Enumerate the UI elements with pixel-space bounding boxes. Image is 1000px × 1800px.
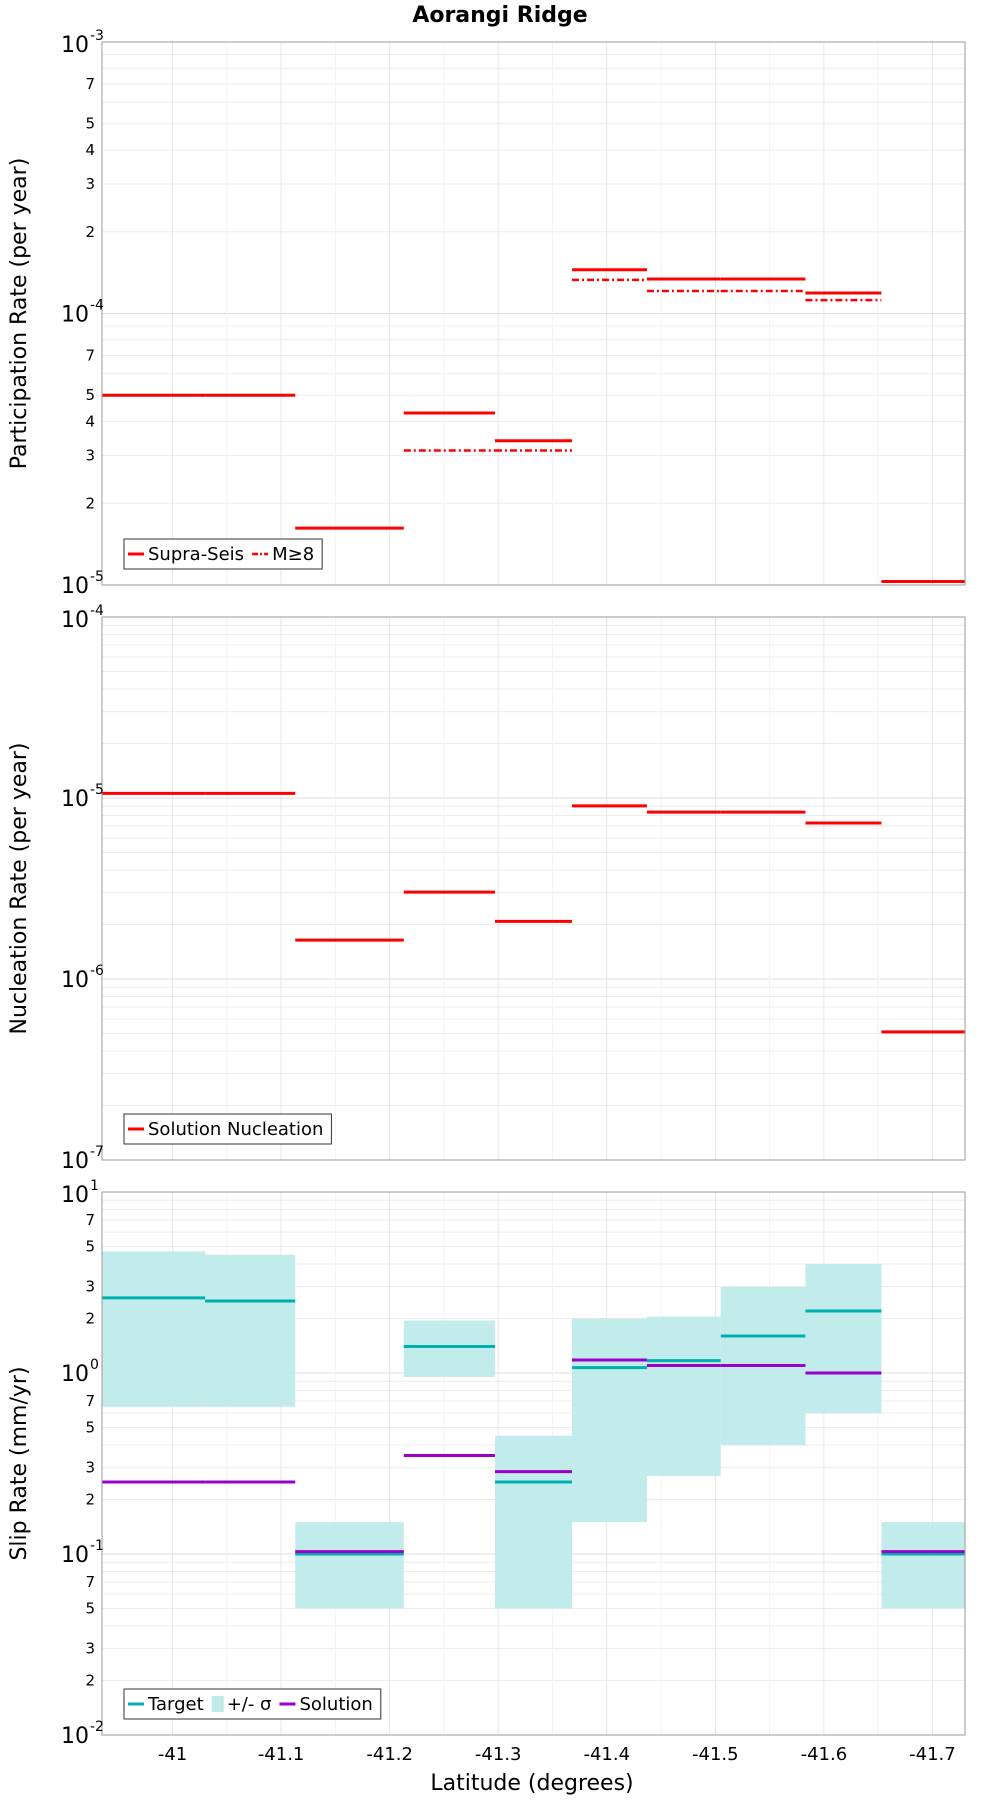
legend-label: Solution <box>299 1694 372 1715</box>
legend-frame <box>123 1688 382 1720</box>
y-minor-tick-label: 2 <box>85 1310 95 1328</box>
y-minor-tick-label: 5 <box>85 1599 95 1617</box>
y-tick-label: 10 <box>61 574 89 599</box>
sigma-band <box>403 1320 495 1378</box>
legend-frame <box>123 538 323 570</box>
y-tick-label: 10 <box>61 1543 89 1568</box>
y-axis-title: Nucleation Rate (per year) <box>7 743 32 1035</box>
legend-label: Supra-Seis <box>148 544 244 565</box>
y-axis-title: Participation Rate (per year) <box>7 158 32 470</box>
y-tick-exponent: -6 <box>90 963 104 979</box>
x-tick-label: -41.4 <box>583 1744 630 1765</box>
y-tick-exponent: 0 <box>90 1357 99 1373</box>
sigma-band <box>295 1522 404 1609</box>
legend: Supra-Seis M≥8 <box>123 538 323 570</box>
y-tick-exponent: -7 <box>90 1144 104 1160</box>
y-axis-title: Slip Rate (mm/yr) <box>7 1366 32 1560</box>
y-minor-tick-label: 2 <box>85 1491 95 1509</box>
sigma-band <box>572 1318 647 1523</box>
sigma-band <box>494 1435 573 1609</box>
y-minor-tick-label: 5 <box>85 115 95 133</box>
y-minor-tick-label: 7 <box>85 1211 95 1229</box>
x-axis: -41 -41.1 -41.2 -41.3 -41.4 -41.5 -41.6 -41.7 <box>158 1744 956 1765</box>
x-tick-label: -41.5 <box>692 1744 739 1765</box>
x-tick-label: -41.2 <box>366 1744 413 1765</box>
y-minor-tick-label: 2 <box>85 494 95 512</box>
y-tick-exponent: -3 <box>90 28 104 44</box>
y-minor-tick-label: 3 <box>85 1278 95 1296</box>
legend: Target +/- σ Solution <box>123 1688 382 1720</box>
y-tick-exponent: -4 <box>90 298 104 314</box>
plot-area <box>102 617 965 1160</box>
x-tick-label: -41.7 <box>909 1744 956 1765</box>
y-tick-label: 10 <box>61 608 89 633</box>
sigma-band <box>881 1522 965 1609</box>
sigma-band <box>646 1316 721 1476</box>
legend-frame <box>123 1113 332 1145</box>
sigma-band <box>805 1264 882 1414</box>
y-tick-exponent: -2 <box>90 1719 104 1735</box>
y-tick-exponent: -1 <box>90 1538 104 1554</box>
y-minor-tick-label: 2 <box>85 223 95 241</box>
y-minor-tick-label: 3 <box>85 446 95 464</box>
y-tick-exponent: -5 <box>90 782 104 798</box>
plot-frame <box>101 616 966 1161</box>
y-minor-tick-label: 5 <box>85 1418 95 1436</box>
y-minor-tick-label: 5 <box>85 1237 95 1255</box>
y-tick-label: 10 <box>61 1149 89 1174</box>
y-tick-label: 10 <box>61 33 89 58</box>
y-minor-tick-label: 7 <box>85 1573 95 1591</box>
y-minor-tick-label: 3 <box>85 175 95 193</box>
y-minor-tick-label: 2 <box>85 1672 95 1690</box>
legend-label: Solution Nucleation <box>148 1119 323 1140</box>
x-tick-label: -41 <box>158 1744 187 1765</box>
y-tick-label: 10 <box>61 303 89 328</box>
y-tick-label: 10 <box>61 1724 89 1749</box>
x-tick-label: -41.6 <box>801 1744 848 1765</box>
y-minor-tick-label: 3 <box>85 1459 95 1477</box>
y-minor-tick-label: 3 <box>85 1640 95 1658</box>
legend: Solution Nucleation <box>123 1113 332 1145</box>
legend-label: Target <box>147 1694 204 1715</box>
y-tick-exponent: 1 <box>90 1178 99 1194</box>
y-minor-tick-label: 7 <box>85 1392 95 1410</box>
y-minor-tick-label: 4 <box>85 141 95 159</box>
sigma-band <box>205 1254 296 1407</box>
plot-frame <box>101 1191 966 1736</box>
y-minor-tick-label: 7 <box>85 75 95 93</box>
y-minor-tick-label: 5 <box>85 386 95 404</box>
y-tick-exponent: -4 <box>90 603 104 619</box>
x-tick-label: -41.3 <box>475 1744 522 1765</box>
x-tick-label: -41.1 <box>258 1744 305 1765</box>
sigma-band <box>102 1251 206 1407</box>
y-tick-label: 10 <box>61 1183 89 1208</box>
x-axis-title: Latitude (degrees) <box>430 1771 633 1796</box>
y-tick-label: 10 <box>61 787 89 812</box>
y-tick-label: 10 <box>61 968 89 993</box>
plot-frame <box>101 41 966 586</box>
y-minor-tick-label: 4 <box>85 413 95 431</box>
y-tick-label: 10 <box>61 1362 89 1387</box>
y-minor-tick-label: 7 <box>85 347 95 365</box>
legend-label: M≥8 <box>272 544 314 565</box>
y-tick-exponent: -5 <box>90 569 104 585</box>
legend-label: +/- σ <box>227 1694 272 1715</box>
legend-swatch <box>211 1696 224 1712</box>
chart-title: Aorangi Ridge <box>412 3 587 28</box>
